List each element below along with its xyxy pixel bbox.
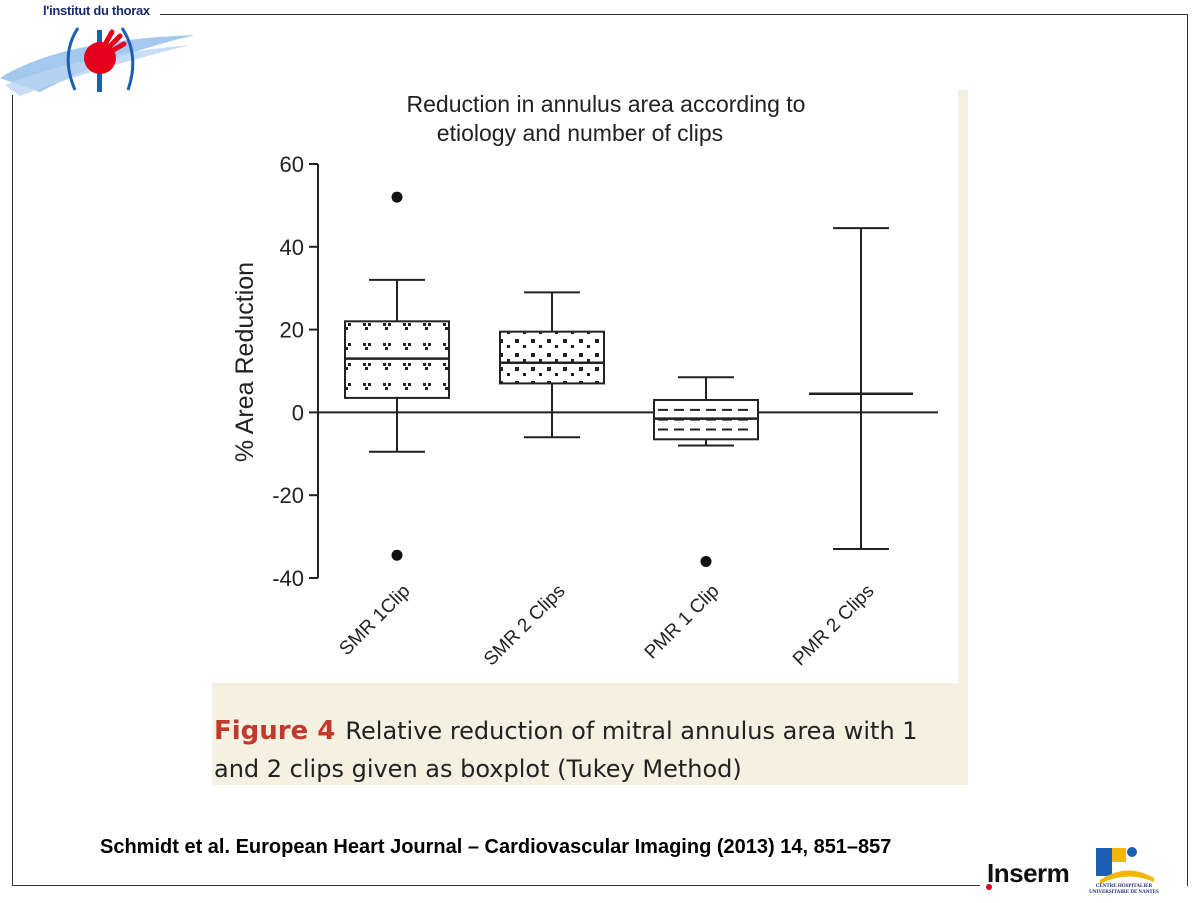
outlier-point bbox=[700, 555, 712, 567]
x-category-label: PMR 2 Clips bbox=[789, 581, 879, 671]
chu-nantes-logo bbox=[1082, 842, 1172, 898]
y-tick-label: 20 bbox=[280, 318, 304, 343]
chu-logo-text: CENTRE HOSPITALIER UNIVERSITAIRE DE NANT… bbox=[1089, 884, 1159, 895]
y-tick-label: 0 bbox=[292, 400, 304, 425]
inserm-logo-text: Inserm bbox=[987, 858, 1070, 888]
logo-title: l'institut du thorax bbox=[43, 3, 150, 18]
frame-right-line bbox=[1187, 14, 1188, 886]
y-tick-label: 40 bbox=[280, 235, 304, 260]
y-tick-label: -40 bbox=[272, 566, 304, 591]
frame-top-line bbox=[160, 14, 1188, 15]
citation-text: Schmidt et al. European Heart Journal – … bbox=[100, 836, 892, 858]
frame-left-line bbox=[12, 95, 13, 886]
figure-caption: Figure 4 Relative reduction of mitral ann… bbox=[214, 712, 966, 788]
y-tick-label: -20 bbox=[272, 483, 304, 508]
outlier-point bbox=[391, 549, 403, 561]
chart-title-line-2: etiology and number of clips bbox=[437, 120, 723, 146]
plot-area bbox=[212, 90, 958, 683]
frame-bottom-line bbox=[12, 885, 980, 886]
caption-label: Figure 4 bbox=[214, 716, 336, 746]
x-category-label: SMR 1Clip bbox=[335, 581, 414, 660]
y-axis-label: % Area Reduction bbox=[231, 262, 259, 462]
outlier-point bbox=[391, 191, 403, 203]
x-category-label: SMR 2 Clips bbox=[480, 581, 570, 671]
x-category-label: PMR 1 Clip bbox=[641, 581, 724, 664]
caption-text: Relative reduction of mitral annulus are… bbox=[214, 717, 918, 783]
institut-thorax-logo bbox=[0, 0, 200, 100]
box bbox=[499, 330, 605, 385]
chart-title-line-1: Reduction in annulus area according to bbox=[407, 91, 806, 117]
inserm-logo-dot bbox=[986, 884, 992, 890]
y-tick-label: 60 bbox=[280, 152, 304, 177]
